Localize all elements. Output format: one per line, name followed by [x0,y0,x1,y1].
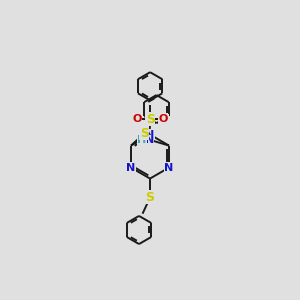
Text: H: H [137,135,146,145]
Text: N: N [146,130,154,140]
Text: O: O [159,114,168,124]
Text: S: S [146,113,154,126]
Text: O: O [132,114,142,124]
Text: N: N [164,163,174,172]
Text: S: S [140,127,149,140]
Text: S: S [146,190,154,203]
Text: N: N [145,135,154,145]
Text: N: N [126,163,136,172]
